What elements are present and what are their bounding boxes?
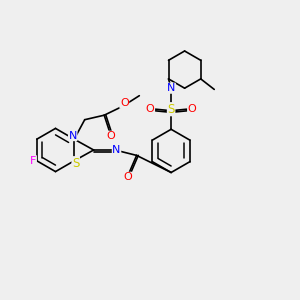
Text: N: N: [167, 83, 175, 93]
Text: O: O: [107, 131, 116, 141]
Text: F: F: [30, 156, 36, 166]
Text: O: O: [123, 172, 132, 182]
Text: S: S: [72, 157, 80, 170]
Text: N: N: [68, 130, 77, 141]
Text: O: O: [188, 104, 197, 114]
Text: O: O: [120, 98, 129, 108]
Text: O: O: [146, 104, 154, 114]
Text: S: S: [167, 103, 175, 116]
Text: N: N: [112, 145, 121, 155]
